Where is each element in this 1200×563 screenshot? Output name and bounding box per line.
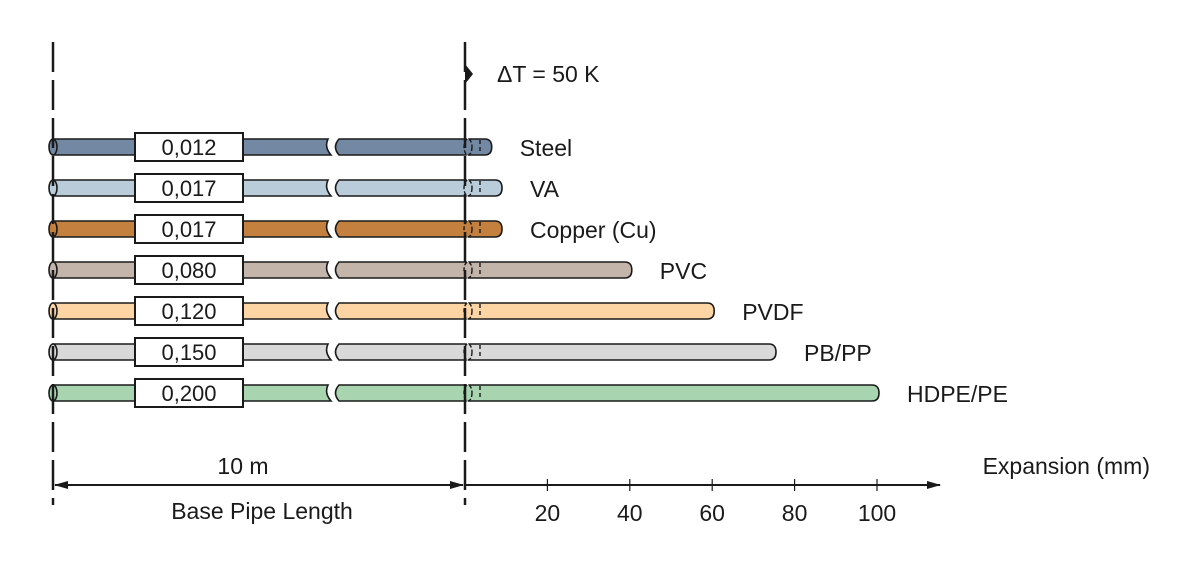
material-label: VA [530, 176, 560, 202]
material-label: Copper (Cu) [530, 217, 657, 243]
x-tick-label: 100 [858, 500, 896, 526]
pipe-row-copper-cu-: 0,017 Copper (Cu) [48, 214, 657, 244]
pipe-row-pvc: 0,080 PVC [48, 255, 707, 285]
coefficient-box [134, 337, 244, 367]
coefficient-box [134, 214, 244, 244]
pipe-base-segment [334, 220, 467, 238]
base-length-label: Base Pipe Length [171, 498, 353, 524]
pipe-expansion-bar [468, 179, 503, 197]
pipe-base-segment [334, 384, 467, 402]
pipe-row-va: 0,017 VA [48, 173, 560, 203]
coefficient-box [134, 132, 244, 162]
pipe-row-pvdf: 0,120 PVDF [48, 296, 804, 326]
coefficient-value: 0,120 [161, 299, 216, 324]
coefficient-value: 0,017 [161, 176, 216, 201]
pipe-base-segment [334, 138, 467, 156]
coefficient-box [134, 378, 244, 408]
pipe-row-steel: 0,012 Steel [48, 132, 572, 162]
pipe-base-segment [334, 302, 467, 320]
material-label: PB/PP [804, 340, 872, 366]
coefficient-value: 0,080 [161, 258, 216, 283]
x-tick-label: 80 [782, 500, 808, 526]
material-label: HDPE/PE [907, 381, 1008, 407]
coefficient-box [134, 173, 244, 203]
coefficient-box [134, 296, 244, 326]
pipes-group: 0,012 Steel 0,017 VA 0,017 Copper (Cu) 0,080 PV… [48, 132, 1008, 408]
pipe-expansion-bar [468, 220, 503, 238]
coefficient-value: 0,017 [161, 217, 216, 242]
coefficient-value: 0,150 [161, 340, 216, 365]
pipe-base-segment [334, 261, 467, 279]
x-axis-label: Expansion (mm) [983, 453, 1150, 479]
pipe-expansion-bar [468, 343, 777, 361]
base-length-value: 10 m [217, 453, 268, 479]
material-label: PVC [660, 258, 707, 284]
x-tick-label: 20 [535, 500, 561, 526]
pipe-base-segment [334, 343, 467, 361]
pipe-base-segment [334, 179, 467, 197]
x-axis-ticks: 20 40 60 80 100 [535, 479, 896, 526]
coefficient-box [134, 255, 244, 285]
delta-t-marker-icon [465, 64, 473, 84]
pipe-expansion-bar [468, 302, 716, 320]
delta-t-annotation: ΔT = 50 K [497, 61, 600, 87]
coefficient-value: 0,200 [161, 381, 216, 406]
x-tick-label: 60 [699, 500, 725, 526]
pipe-row-pb-pp: 0,150 PB/PP [48, 337, 872, 367]
material-label: PVDF [742, 299, 803, 325]
coefficient-value: 0,012 [161, 135, 216, 160]
pipe-expansion-bar [468, 261, 633, 279]
x-tick-label: 40 [617, 500, 643, 526]
pipe-expansion-bar [468, 384, 880, 402]
material-label: Steel [520, 135, 572, 161]
pipe-row-hdpe-pe: 0,200 HDPE/PE [48, 378, 1008, 408]
